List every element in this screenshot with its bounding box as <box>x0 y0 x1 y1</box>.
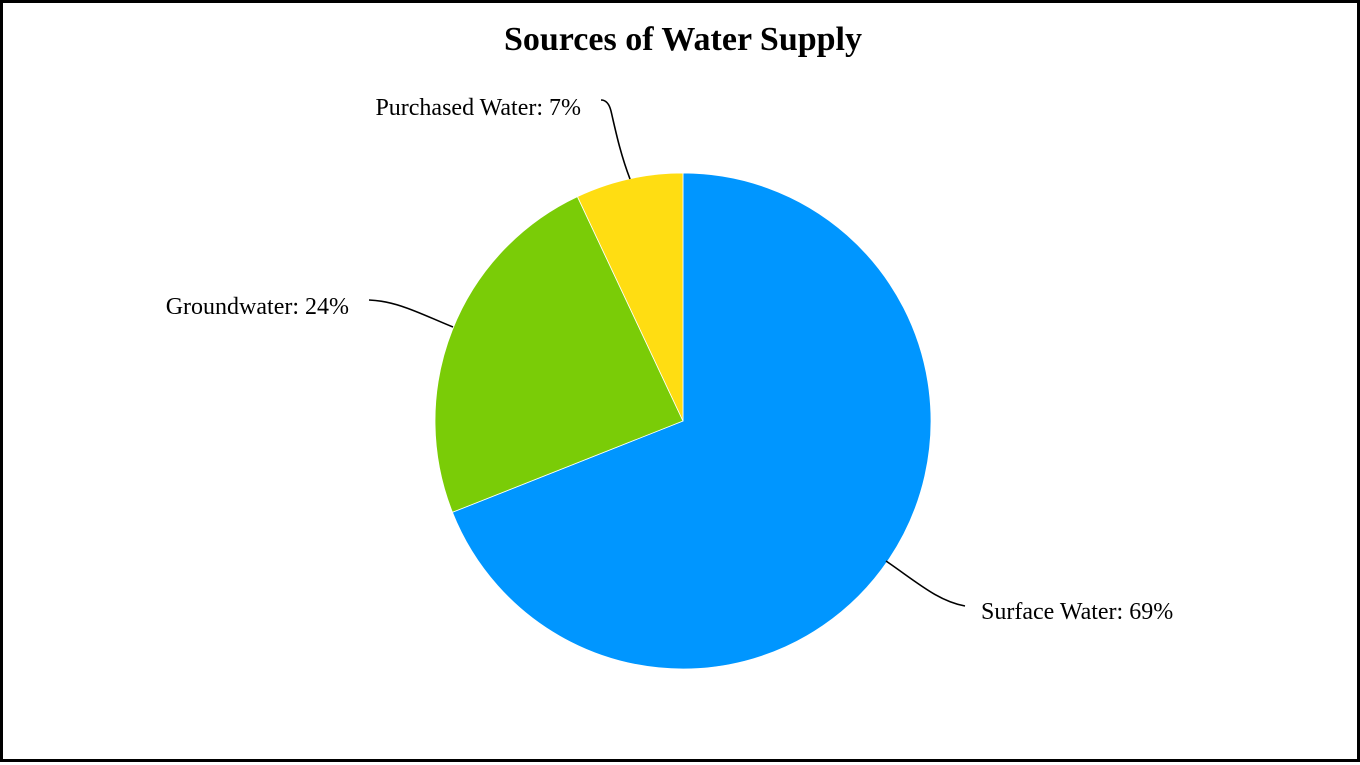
leader-line-surface-water <box>885 560 966 607</box>
pie-slice-purchased-water <box>576 172 684 422</box>
slice-label-groundwater: Groundwater: 24% <box>166 294 349 320</box>
leader-line-purchased-water <box>600 99 631 180</box>
leader-lines <box>368 99 966 607</box>
pie-chart: Sources of Water Supply Surface Water: 6… <box>166 21 1174 670</box>
slice-label-surface-water: Surface Water: 69% <box>981 599 1173 625</box>
pie-slice-surface-water <box>451 172 932 670</box>
leader-line-groundwater <box>368 299 454 328</box>
chart-title: Sources of Water Supply <box>504 21 862 58</box>
pie-slice-groundwater <box>434 196 684 513</box>
slice-labels: Surface Water: 69% Groundwater: 24% Purcha… <box>166 95 1174 625</box>
pie-slices <box>434 172 932 670</box>
slice-label-purchased-water: Purchased Water: 7% <box>375 95 581 121</box>
